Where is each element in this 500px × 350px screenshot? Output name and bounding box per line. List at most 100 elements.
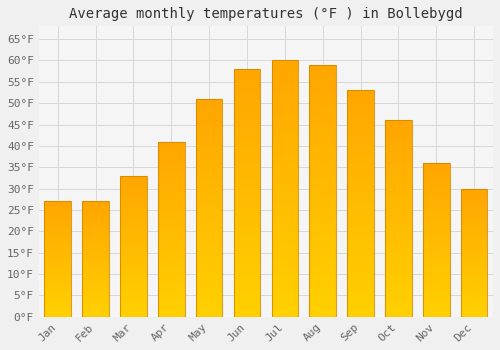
Bar: [423, 196, 450, 198]
Bar: [196, 287, 222, 289]
Bar: [82, 300, 109, 301]
Bar: [348, 206, 374, 209]
Bar: [120, 312, 146, 313]
Bar: [310, 251, 336, 254]
Bar: [385, 231, 411, 233]
Bar: [423, 232, 450, 234]
Bar: [423, 292, 450, 294]
Bar: [196, 202, 222, 205]
Bar: [158, 157, 184, 159]
Bar: [310, 254, 336, 257]
Bar: [385, 130, 411, 133]
Bar: [310, 216, 336, 219]
Bar: [461, 288, 487, 289]
Bar: [348, 99, 374, 102]
Bar: [120, 250, 146, 252]
Bar: [348, 308, 374, 311]
Bar: [82, 215, 109, 216]
Bar: [82, 211, 109, 213]
Bar: [423, 271, 450, 273]
Bar: [385, 209, 411, 211]
Bar: [82, 276, 109, 278]
Bar: [158, 286, 184, 288]
Bar: [120, 227, 146, 229]
Bar: [385, 135, 411, 138]
Bar: [158, 186, 184, 188]
Bar: [272, 67, 298, 70]
Bar: [196, 148, 222, 150]
Bar: [82, 279, 109, 281]
Bar: [234, 273, 260, 276]
Bar: [461, 248, 487, 250]
Bar: [158, 308, 184, 310]
Bar: [82, 305, 109, 307]
Bar: [44, 289, 71, 291]
Bar: [82, 258, 109, 259]
Bar: [158, 249, 184, 251]
Bar: [272, 163, 298, 166]
Bar: [234, 137, 260, 140]
Bar: [272, 169, 298, 173]
Bar: [44, 288, 71, 289]
Bar: [348, 116, 374, 119]
Bar: [82, 259, 109, 260]
Bar: [120, 195, 146, 197]
Bar: [385, 223, 411, 226]
Bar: [44, 203, 71, 204]
Bar: [461, 190, 487, 192]
Bar: [385, 184, 411, 187]
Bar: [461, 258, 487, 259]
Bar: [82, 281, 109, 282]
Bar: [348, 314, 374, 317]
Bar: [310, 150, 336, 153]
Bar: [44, 209, 71, 210]
Bar: [310, 285, 336, 288]
Bar: [461, 283, 487, 285]
Bar: [423, 171, 450, 173]
Bar: [234, 97, 260, 100]
Bar: [385, 157, 411, 160]
Bar: [234, 218, 260, 221]
Bar: [120, 274, 146, 276]
Bar: [44, 302, 71, 304]
Bar: [272, 269, 298, 272]
Bar: [385, 309, 411, 312]
Bar: [44, 274, 71, 275]
Bar: [272, 217, 298, 220]
Bar: [385, 155, 411, 157]
Bar: [44, 217, 71, 219]
Bar: [423, 209, 450, 211]
Bar: [82, 242, 109, 243]
Bar: [120, 304, 146, 306]
Bar: [44, 239, 71, 240]
Bar: [82, 233, 109, 235]
Bar: [348, 240, 374, 243]
Bar: [423, 274, 450, 277]
Bar: [272, 105, 298, 108]
Bar: [44, 268, 71, 269]
Bar: [158, 175, 184, 177]
Bar: [196, 205, 222, 208]
Bar: [44, 202, 71, 317]
Bar: [120, 252, 146, 253]
Bar: [348, 235, 374, 238]
Bar: [310, 68, 336, 71]
Bar: [348, 164, 374, 167]
Bar: [310, 96, 336, 99]
Bar: [82, 213, 109, 215]
Bar: [348, 113, 374, 116]
Bar: [272, 182, 298, 186]
Bar: [234, 91, 260, 94]
Bar: [234, 227, 260, 230]
Bar: [82, 311, 109, 313]
Bar: [196, 197, 222, 200]
Bar: [385, 282, 411, 285]
Bar: [44, 287, 71, 288]
Bar: [461, 214, 487, 216]
Bar: [158, 146, 184, 148]
Bar: [348, 294, 374, 297]
Bar: [120, 266, 146, 267]
Bar: [158, 198, 184, 201]
Bar: [196, 113, 222, 115]
Bar: [310, 241, 336, 244]
